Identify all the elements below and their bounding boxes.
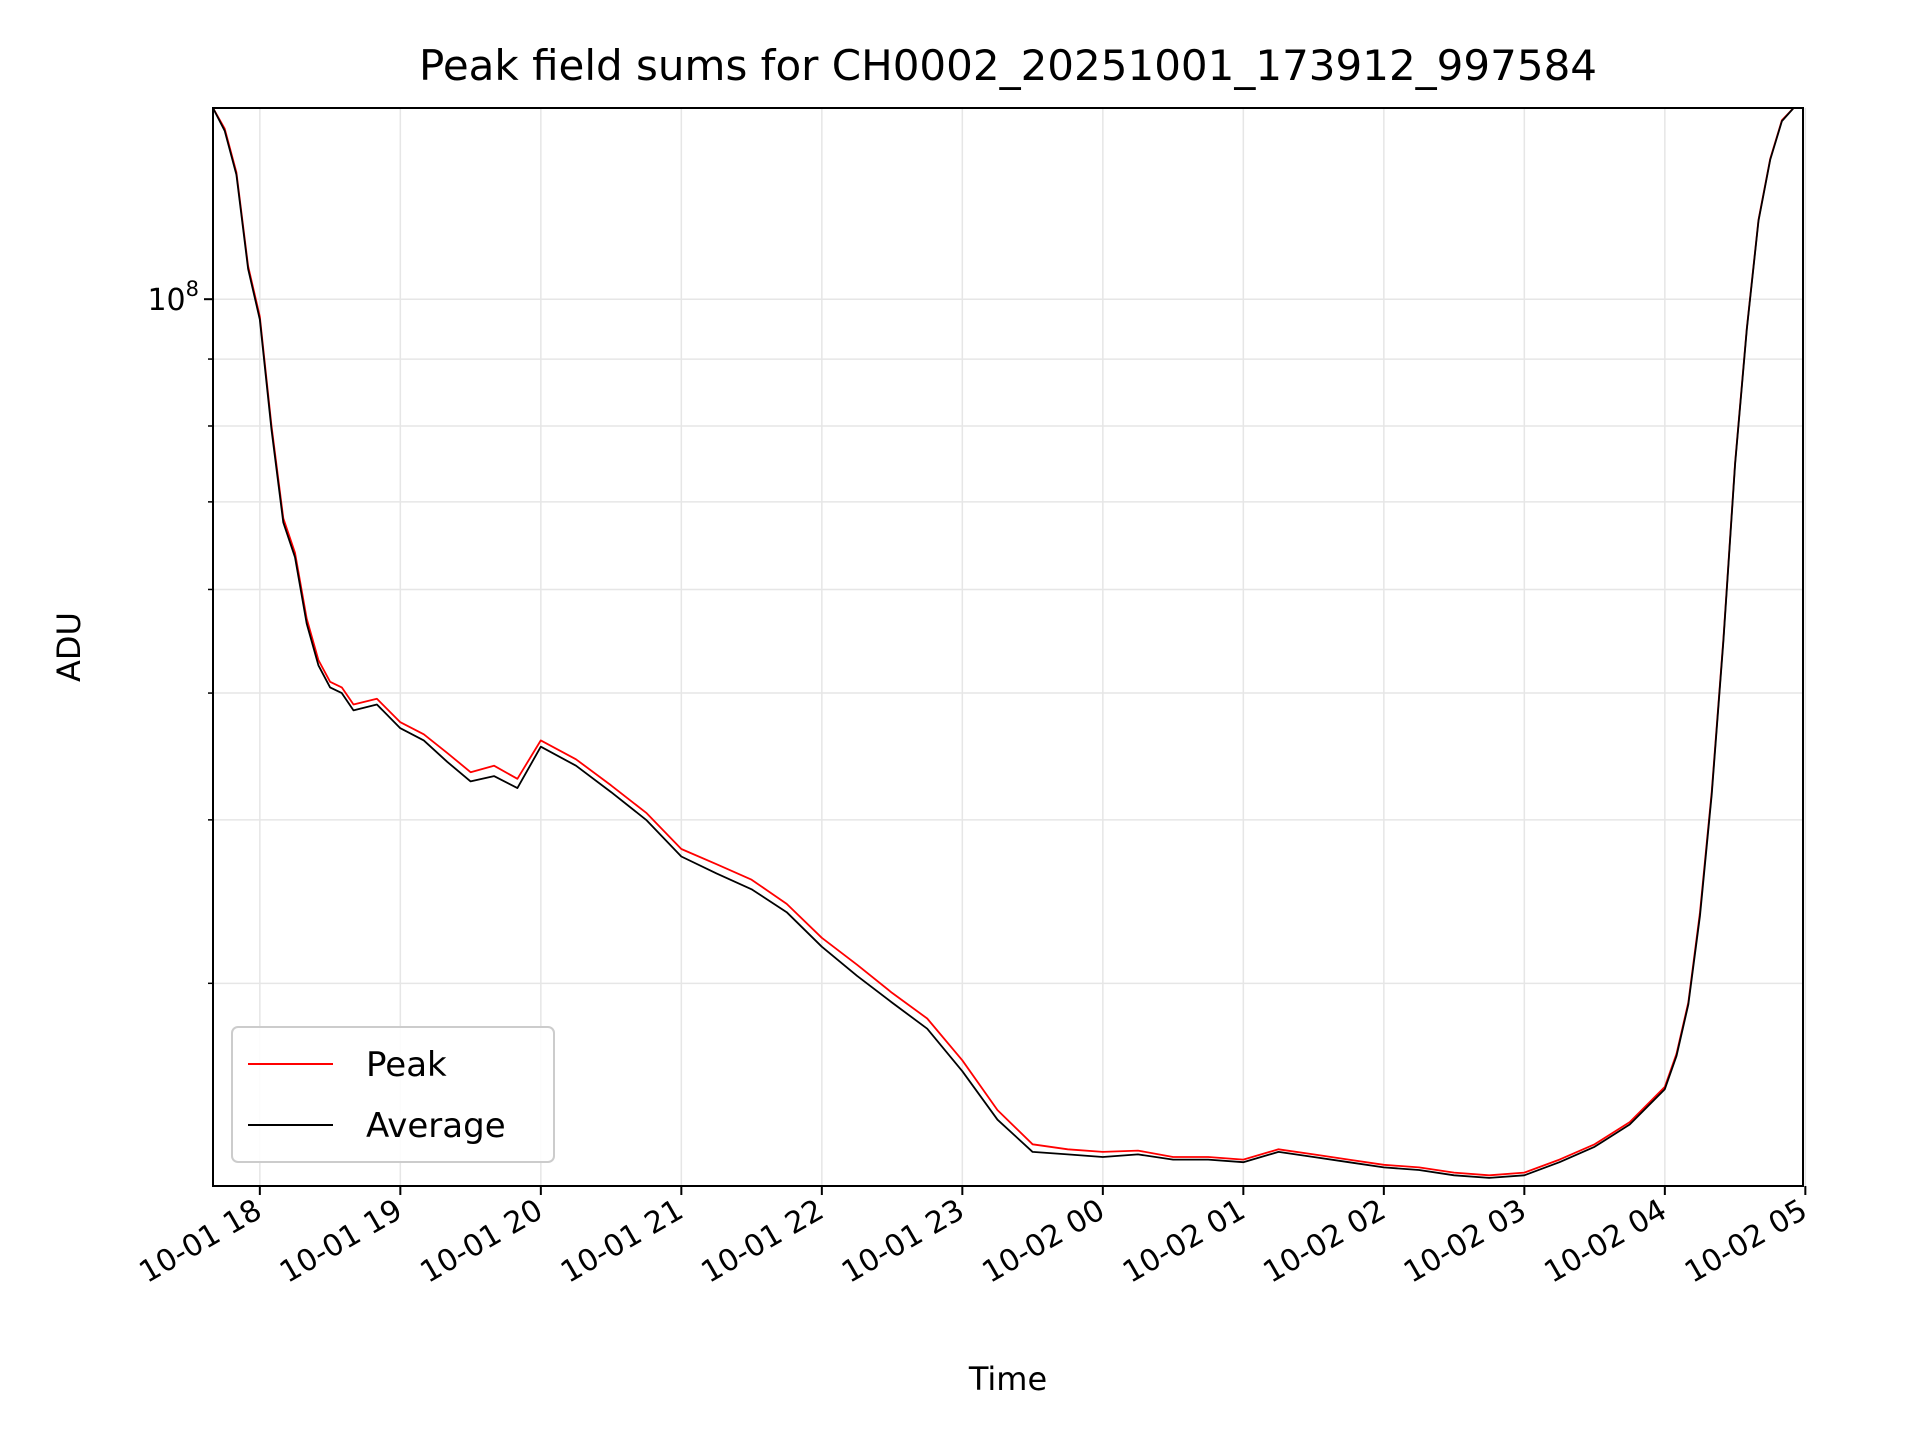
x-tick-label: 10-02 02 bbox=[1258, 1193, 1392, 1291]
y-tick-label: 108 bbox=[147, 277, 199, 318]
x-tick-label: 10-02 04 bbox=[1539, 1193, 1673, 1291]
legend-label-average: Average bbox=[366, 1106, 506, 1146]
x-tick-label: 10-01 18 bbox=[134, 1193, 268, 1291]
x-tick-label: 10-01 23 bbox=[836, 1193, 970, 1291]
x-tick-label: 10-02 00 bbox=[977, 1193, 1111, 1291]
series-line-peak bbox=[213, 108, 1803, 1177]
y-tick-base: 10 bbox=[147, 283, 185, 318]
y-axis: 108 bbox=[147, 277, 213, 985]
y-axis-label: ADU bbox=[50, 612, 88, 682]
x-tick-label: 10-01 21 bbox=[555, 1193, 689, 1291]
x-tick-label: 10-02 01 bbox=[1117, 1193, 1251, 1291]
x-tick-label: 10-01 19 bbox=[274, 1193, 408, 1291]
legend-label-peak: Peak bbox=[366, 1045, 447, 1085]
y-tick-exponent: 8 bbox=[186, 277, 199, 301]
x-tick-label: 10-02 03 bbox=[1398, 1193, 1532, 1291]
legend-box bbox=[231, 1026, 555, 1163]
x-axis-label: Time bbox=[968, 1360, 1047, 1398]
legend: Peak Average bbox=[231, 1026, 555, 1163]
x-axis: 10-01 18 10-01 19 10-01 20 10-01 21 10-01 22… bbox=[134, 1186, 1813, 1291]
chart-title: Peak field sums for CH0002_20251001_1739… bbox=[419, 41, 1597, 90]
x-tick-label: 10-02 05 bbox=[1679, 1193, 1813, 1291]
plot-area bbox=[213, 108, 1803, 1179]
x-tick-label: 10-01 20 bbox=[415, 1193, 549, 1291]
x-tick-label: 10-01 22 bbox=[696, 1193, 830, 1291]
axes-frame bbox=[212, 107, 1804, 1187]
grid bbox=[213, 108, 1807, 1186]
series-line-average bbox=[213, 108, 1803, 1179]
